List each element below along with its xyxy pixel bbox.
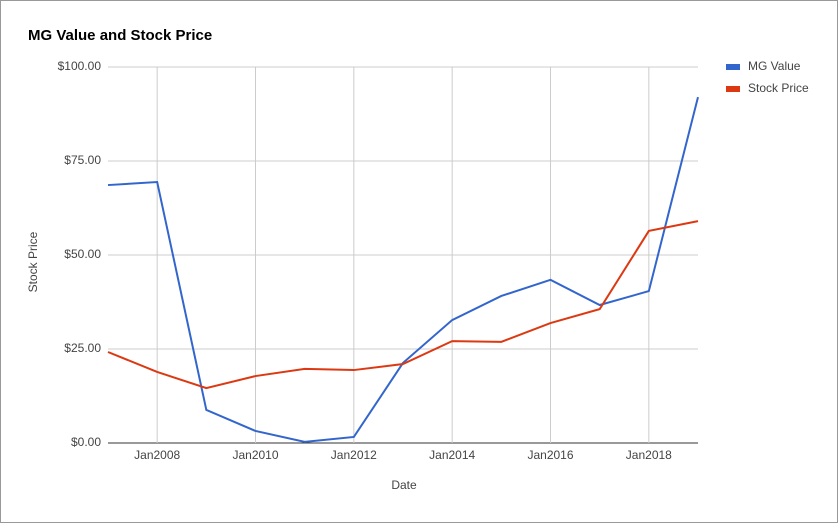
y-axis-label: Stock Price: [26, 231, 40, 292]
chart-title: MG Value and Stock Price: [28, 27, 212, 44]
y-tick-label: $0.00: [71, 435, 101, 449]
y-tick-label: $100.00: [58, 59, 102, 73]
legend-swatch: [726, 86, 740, 92]
x-tick-label: Jan2008: [134, 448, 180, 462]
legend-label: Stock Price: [748, 81, 809, 95]
line: [107, 96, 699, 443]
x-tick-label: Jan2012: [331, 448, 377, 462]
y-tick-label: $75.00: [64, 153, 101, 167]
x-tick-label: Jan2014: [429, 448, 475, 462]
y-tick-label: $50.00: [64, 247, 101, 261]
x-tick-label: Jan2010: [232, 448, 278, 462]
line: [107, 220, 699, 390]
x-axis-label: Date: [391, 478, 417, 492]
legend-swatch: [726, 64, 740, 70]
legend-label: MG Value: [748, 59, 801, 73]
x-tick-label: Jan2018: [626, 448, 672, 462]
y-tick-label: $25.00: [64, 341, 101, 355]
x-tick-label: Jan2016: [527, 448, 573, 462]
